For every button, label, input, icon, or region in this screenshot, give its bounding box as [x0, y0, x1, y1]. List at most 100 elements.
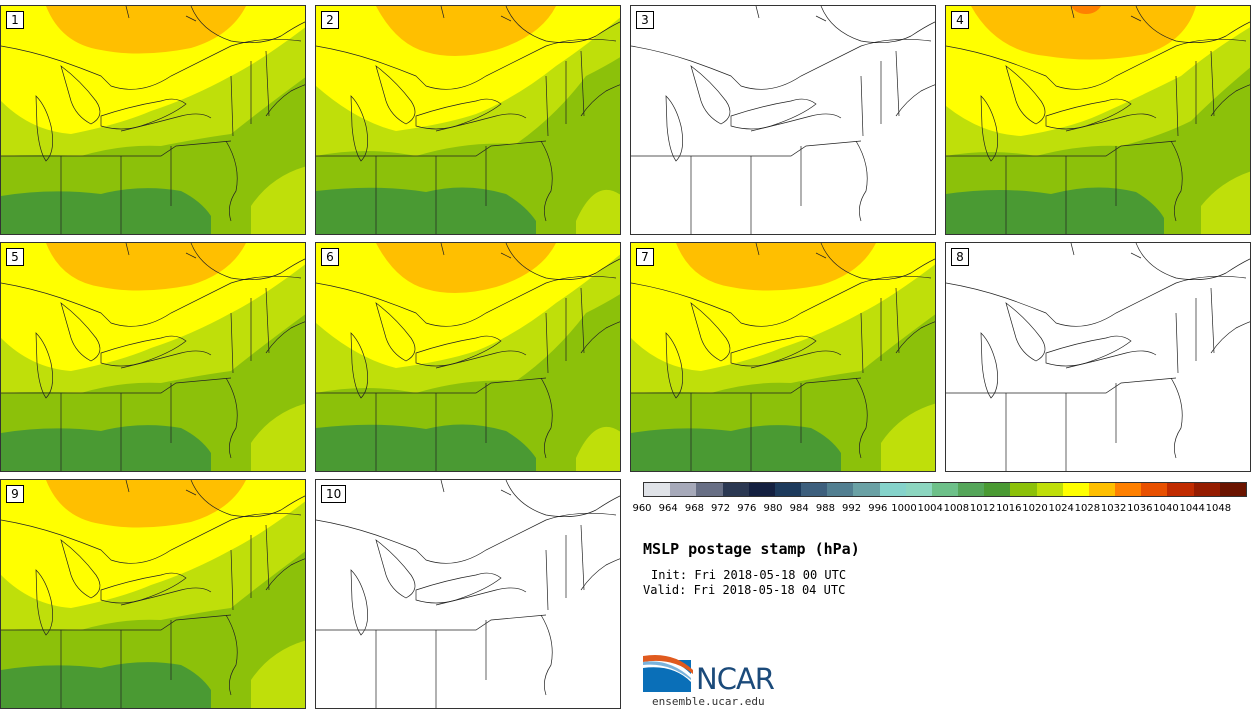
colorbar-swatch: [696, 483, 723, 496]
colorbar-swatch: [958, 483, 985, 496]
map-boundary-line: [1210, 287, 1215, 354]
map-boundary-line: [1130, 15, 1142, 22]
map-boundary-line: [1005, 302, 1046, 362]
map-boundary-line: [631, 140, 862, 157]
map-boundary-line: [230, 549, 234, 611]
map-boundary-line: [1, 614, 232, 631]
map-boundary-line: [60, 65, 101, 125]
pressure-contour-fill: [971, 6, 1196, 60]
map-boundary-line: [316, 614, 547, 631]
colorbar-tick-label: 1048: [1205, 503, 1232, 514]
colorbar-swatch: [1167, 483, 1194, 496]
map-boundary-line: [540, 377, 553, 459]
map-boundary-line: [185, 252, 197, 259]
map-6: [316, 243, 620, 471]
map-boundary-line: [265, 84, 305, 117]
map-7: [631, 243, 935, 471]
colorbar-tick-label: 1016: [996, 503, 1022, 514]
panel-7: 7: [630, 242, 936, 472]
map-boundary-line: [435, 350, 527, 369]
map-boundary-line: [1, 38, 302, 90]
map-boundary-line: [1130, 252, 1142, 259]
map-boundary-line: [980, 332, 998, 399]
map-boundary-line: [631, 38, 932, 90]
map-boundary-line: [316, 377, 547, 394]
map-boundary-line: [1135, 6, 1250, 43]
map-10: [316, 480, 620, 708]
map-boundary-line: [1135, 243, 1250, 280]
map-boundary-line: [190, 243, 305, 280]
map-boundary-line: [505, 243, 620, 280]
map-boundary-line: [750, 350, 842, 369]
pressure-contour-fill: [946, 187, 1164, 234]
panel-2: 2: [315, 5, 621, 235]
map-boundary-line: [35, 332, 53, 399]
map-boundary-line: [860, 75, 864, 137]
map-boundary-line: [350, 332, 368, 399]
map-boundary-line: [185, 489, 197, 496]
map-boundary-line: [230, 312, 234, 374]
map-boundary-line: [60, 302, 101, 362]
map-boundary-line: [505, 6, 620, 43]
map-boundary-line: [415, 335, 502, 367]
panel-number: 3: [636, 11, 654, 29]
panel-number: 1: [6, 11, 24, 29]
map-boundary-line: [316, 512, 617, 564]
map-boundary-line: [946, 140, 1177, 157]
pressure-contour-fill: [316, 480, 620, 708]
panel-number: 4: [951, 11, 969, 29]
colorbar-tick-label: 960: [632, 503, 652, 514]
map-boundary-line: [755, 243, 760, 256]
colorbar-swatch: [879, 483, 906, 496]
colorbar-tick-label: 1020: [1022, 503, 1048, 514]
map-boundary-line: [316, 275, 617, 327]
panel-6: 6: [315, 242, 621, 472]
map-boundary-line: [505, 480, 620, 517]
init-time: Init: Fri 2018-05-18 00 UTC: [651, 568, 847, 582]
site-url: ensemble.ucar.edu: [652, 695, 765, 708]
map-boundary-line: [375, 539, 416, 599]
pressure-contour-fill: [1, 425, 211, 471]
map-boundary-line: [1045, 335, 1132, 367]
panel-5: 5: [0, 242, 306, 472]
pressure-contour-fill: [46, 480, 246, 528]
colorbar-tick-label: 1028: [1074, 503, 1101, 514]
colorbar-swatch: [1115, 483, 1142, 496]
map-boundary-line: [100, 335, 187, 367]
map-boundary-line: [1070, 243, 1075, 256]
map-boundary-line: [1210, 84, 1250, 117]
chart-title: MSLP postage stamp (hPa): [643, 540, 860, 558]
pressure-contour-fill: [1, 662, 211, 708]
map-boundary-line: [35, 95, 53, 162]
panel-number: 6: [321, 248, 339, 266]
map-boundary-line: [1045, 98, 1132, 130]
map-boundary-line: [580, 558, 620, 591]
map-boundary-line: [375, 302, 416, 362]
map-boundary-line: [125, 480, 130, 493]
colorbar-ticks: 960 964 968 972 976 980 984 988 992 996 1000 1004 10…: [630, 503, 1260, 517]
map-boundary-line: [230, 75, 234, 137]
colorbar-tick-label: 984: [789, 503, 809, 514]
map-boundary-line: [1170, 140, 1183, 222]
map-boundary-line: [820, 243, 935, 280]
map-boundary-line: [860, 312, 864, 374]
map-boundary-line: [100, 98, 187, 130]
colorbar-tick-label: 980: [763, 503, 783, 514]
map-boundary-line: [730, 98, 817, 130]
map-boundary-line: [415, 572, 502, 604]
map-boundary-line: [545, 75, 549, 137]
map-boundary-line: [316, 140, 547, 157]
map-boundary-line: [820, 6, 935, 43]
colorbar-swatch: [984, 483, 1011, 496]
colorbar-swatch: [1062, 483, 1089, 496]
map-boundary-line: [35, 569, 53, 636]
map-boundary-line: [1065, 350, 1157, 369]
map-boundary-line: [545, 549, 549, 611]
map-boundary-line: [750, 113, 842, 132]
pressure-contour-fill: [631, 6, 935, 234]
panel-1: 1: [0, 5, 306, 235]
map-boundary-line: [631, 275, 932, 327]
map-boundary-line: [895, 84, 935, 117]
map-boundary-line: [855, 377, 868, 459]
colorbar-tick-label: 1044: [1179, 503, 1205, 514]
